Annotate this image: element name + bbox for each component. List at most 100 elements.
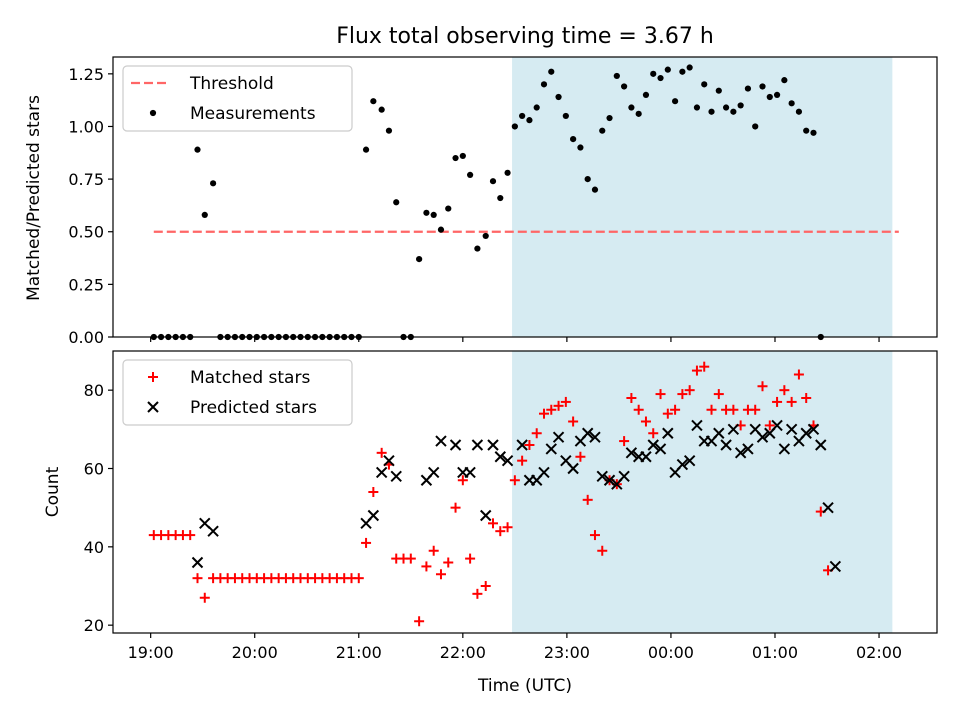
measurement-point — [570, 136, 577, 143]
predicted-star-point-b — [756, 431, 769, 443]
measurement-point — [715, 87, 722, 94]
matched-star-point — [192, 573, 203, 584]
matched-star-point — [495, 526, 506, 537]
legend-box — [122, 65, 353, 132]
predicted-star-point — [596, 470, 608, 483]
predicted-star-point — [603, 474, 616, 486]
predicted-star-point — [471, 439, 484, 451]
measurement-point — [370, 98, 377, 105]
predicted-star-point-b — [727, 423, 740, 436]
measurement-point — [803, 127, 810, 134]
predicted-star-point-b — [647, 439, 659, 451]
predicted-star-point-b — [191, 556, 204, 569]
predicted-star-point-b — [427, 466, 440, 479]
matched-star-point — [450, 502, 461, 513]
top-panel: 0.00 0.25 0.50 0.75 1.00 1.25 Threshold Measure… — [68, 56, 938, 347]
measurement-point — [606, 114, 613, 122]
matched-star-point — [699, 361, 710, 372]
predicted-star-point-b — [487, 439, 499, 451]
matched-star-point — [633, 404, 644, 415]
measurement-point — [562, 112, 569, 120]
predicted-star-point — [383, 454, 395, 467]
measurement-point — [416, 256, 423, 263]
predicted-star-point — [662, 427, 674, 439]
y-tick-label: 1.00 — [68, 117, 104, 136]
predicted-star-point — [435, 435, 447, 447]
measurement-point — [548, 68, 555, 75]
predicted-star-point-b — [471, 439, 484, 451]
predicted-star-point — [581, 427, 594, 439]
matched-star-point — [376, 447, 387, 458]
measurement-point — [642, 91, 650, 98]
matched-star-point — [764, 420, 775, 431]
measurement-point — [497, 194, 504, 202]
matched-star-point — [524, 440, 535, 450]
measurement-point — [430, 211, 437, 218]
predicted-star-point — [545, 443, 557, 455]
measurement-point — [445, 205, 452, 212]
y-tick-label: 1.25 — [68, 65, 104, 84]
x-tick-label: 23:00 — [544, 643, 590, 662]
predicted-star-point-b — [596, 470, 608, 483]
measurement-point — [393, 199, 400, 206]
predicted-star-point-b — [654, 443, 667, 455]
matched-star-point — [779, 385, 790, 396]
legend-label: Matched stars — [190, 368, 310, 388]
predicted-star-point-b — [691, 419, 703, 432]
predicted-star-point-b — [640, 451, 652, 463]
predicted-star-point-b — [560, 454, 572, 467]
matched-star-point — [414, 616, 425, 627]
predicted-star-point — [756, 431, 769, 443]
predicted-star-point — [589, 431, 601, 443]
measurement-point — [519, 112, 526, 120]
predicted-star-point-b — [516, 439, 528, 451]
legend: Matched stars Predicted stars — [122, 359, 353, 426]
measurement-point — [599, 127, 606, 134]
legend-predicted-swatch-b — [147, 401, 159, 413]
measurement-point — [423, 209, 430, 216]
matched-star-point — [553, 400, 564, 411]
predicted-star-point-b — [603, 474, 616, 486]
predicted-star-point-b — [199, 517, 211, 530]
matched-star-point — [465, 553, 476, 564]
matched-star-point — [457, 475, 468, 486]
matched-star-point — [502, 522, 513, 533]
matched-star-point — [677, 389, 688, 400]
measurement-point — [766, 93, 773, 101]
predicted-star-point-b — [435, 435, 447, 447]
predicted-star-point-b — [449, 439, 462, 451]
predicted-star-point-b — [589, 431, 601, 443]
measurement-point — [752, 123, 759, 130]
measurement-point — [613, 72, 620, 80]
predicted-star-point-b — [771, 419, 783, 432]
observing-window-shade — [512, 57, 893, 337]
measurement-point — [628, 104, 635, 111]
matched-star-point — [472, 588, 483, 599]
predicted-star-point — [375, 466, 388, 479]
matched-star-point — [575, 451, 586, 462]
predicted-star-point-b — [480, 509, 492, 522]
predicted-star-point-b — [829, 560, 842, 573]
y-tick-label: 20 — [84, 616, 104, 635]
measurement-point — [378, 106, 385, 113]
predicted-star-point — [487, 439, 499, 451]
matched-star-point — [728, 404, 739, 415]
predicted-star-point — [464, 466, 476, 479]
y-tick-label: 40 — [84, 538, 104, 557]
measurement-point — [526, 117, 533, 124]
matched-star-point — [353, 573, 364, 584]
predicted-star-point-b — [538, 466, 550, 479]
predicted-star-point-b — [785, 423, 798, 436]
measurement-point — [467, 171, 474, 178]
x-tick-label: 01:00 — [752, 643, 798, 662]
predicted-star-point-b — [581, 427, 594, 439]
predicted-star-point — [822, 501, 834, 514]
y-tick-label: 0.50 — [68, 223, 104, 242]
matched-star-point — [655, 389, 666, 400]
predicted-star-point-b — [676, 458, 689, 471]
matched-star-point — [368, 487, 379, 497]
matched-star-point — [801, 393, 812, 403]
matched-star-point — [361, 537, 372, 548]
matched-star-point — [199, 592, 210, 603]
measurement-point — [482, 232, 489, 240]
